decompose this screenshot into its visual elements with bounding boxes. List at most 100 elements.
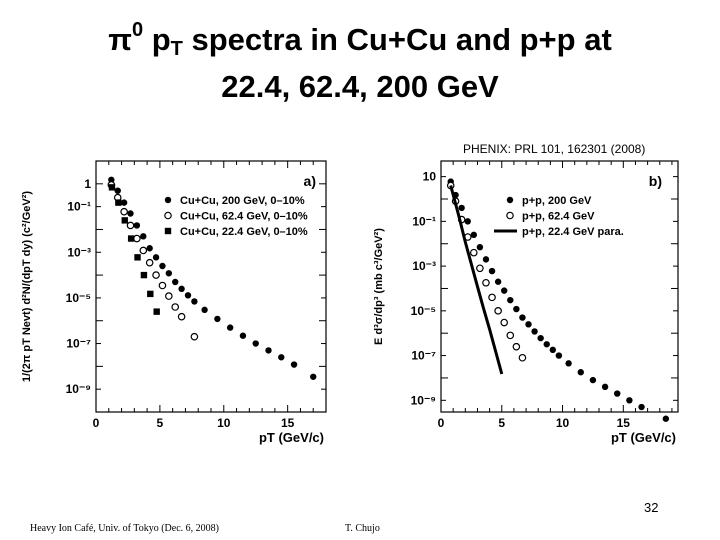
panel-b-series-1-point bbox=[500, 318, 509, 327]
panel-b-series-0-point bbox=[549, 346, 557, 354]
panel-b-ytick-label: 10⁻³ bbox=[412, 259, 436, 273]
panel-b-series-0-point bbox=[488, 267, 496, 275]
panel-a-series-2-point bbox=[121, 217, 128, 224]
panel-b-series-0-point bbox=[555, 352, 563, 359]
panel-a-series-0-point bbox=[127, 210, 134, 217]
panel-b-xtick-label: 5 bbox=[498, 416, 505, 430]
panel-a-ytick-label: 10⁻⁵ bbox=[66, 291, 91, 305]
panel-b-xtick-label: 0 bbox=[438, 416, 445, 430]
panel-b-series-0-point bbox=[525, 321, 532, 328]
panel-a-series-0-point bbox=[239, 332, 247, 339]
panel-b-series-1-point bbox=[482, 278, 490, 287]
panel-b-series-0-point bbox=[519, 314, 526, 321]
panel-a-xtick-label: 15 bbox=[281, 416, 295, 430]
panel-a-series-1-point bbox=[145, 258, 154, 267]
panel-b-series-0-point bbox=[537, 334, 544, 342]
panel-b-series-0-point bbox=[464, 218, 471, 225]
title-pi: π bbox=[108, 22, 132, 57]
panel-a-series-2-point bbox=[134, 254, 141, 261]
panel-a-series-0-point bbox=[108, 176, 115, 184]
panel-a-xlabel: pT (GeV/c) bbox=[259, 430, 324, 445]
panel-a-series-0-point bbox=[310, 373, 317, 380]
panel-b-legend-marker bbox=[506, 196, 514, 204]
panel-a-series-0-point bbox=[201, 306, 208, 314]
panel-b-series-0-point bbox=[470, 231, 478, 239]
panel-b-series-0-point bbox=[458, 204, 465, 212]
footer-venue: Heavy Ion Café, Univ. of Tokyo (Dec. 6, … bbox=[30, 523, 219, 534]
panel-a-series-0-point bbox=[290, 361, 298, 368]
panel-a-legend-marker bbox=[164, 227, 172, 235]
panel-b-series-1-point bbox=[494, 307, 502, 315]
panel-b-series-0-point bbox=[614, 390, 621, 397]
panel-b-series-0-point bbox=[626, 397, 633, 404]
panel-a-series-2-point bbox=[108, 184, 116, 191]
panel-b-series-1-point bbox=[470, 248, 478, 257]
panel-a-series-1-point bbox=[165, 292, 173, 300]
panel-a-series-0-point bbox=[152, 254, 160, 261]
slide-title: π0 pT spectra in Cu+Cu and p+p at 22.4, … bbox=[0, 12, 720, 105]
panel-a-series-0-point bbox=[172, 278, 179, 286]
panel-b-series-0-point bbox=[577, 369, 584, 376]
panel-a-series-0-point bbox=[252, 340, 259, 347]
panel-b-xtick-label: 15 bbox=[617, 416, 631, 430]
panel-a-legend-marker bbox=[164, 211, 172, 220]
title-line1-rest: spectra in Cu+Cu and p+p at bbox=[182, 22, 612, 57]
panel-a-series-1-point bbox=[139, 246, 148, 255]
panel-a-series-0-point bbox=[120, 199, 128, 206]
panel-b-label: b) bbox=[649, 173, 662, 189]
panel-b-series-0-point bbox=[662, 415, 670, 422]
panel-b-ytick-label: 10⁻⁵ bbox=[411, 304, 436, 318]
panel-b-series-1-point bbox=[488, 293, 496, 302]
panel-a-ytick-label: 10⁻¹ bbox=[67, 200, 91, 214]
slide-number: 32 bbox=[644, 500, 659, 515]
panel-a-legend-label: Cu+Cu, 22.4 GeV, 0–10% bbox=[180, 226, 308, 238]
panel-b-series-1-point bbox=[518, 353, 527, 362]
panel-a-series-2-point bbox=[127, 235, 135, 242]
panel-b-series-2-line bbox=[449, 185, 504, 375]
panel-b-series-0-point bbox=[482, 256, 490, 263]
panel-a-legend-label: Cu+Cu, 200 GeV, 0–10% bbox=[180, 195, 305, 207]
footer-author: T. Chujo bbox=[345, 523, 380, 534]
panel-a-legend-label: Cu+Cu, 62.4 GeV, 0–10% bbox=[180, 211, 308, 223]
panel-a-ytick-label: 10⁻⁹ bbox=[66, 382, 91, 396]
panel-a-series-0-point bbox=[214, 315, 221, 323]
panel-a-legend-marker bbox=[164, 196, 172, 204]
title-p: p bbox=[143, 22, 171, 57]
panel-a-label: a) bbox=[304, 173, 316, 189]
panel-a-ylabel: 1/(2π pT Nevt) d²N/(dpT dy) (c²/GeV²) bbox=[21, 191, 33, 382]
title-pi-superscript: 0 bbox=[131, 19, 144, 41]
panel-a-ytick-label: 10⁻³ bbox=[67, 245, 91, 259]
panel-b-series-0-point bbox=[543, 341, 550, 348]
panel-a-series-0-point bbox=[140, 233, 147, 240]
title-pt-subscript: T bbox=[170, 38, 183, 60]
panel-a-ytick-label: 1 bbox=[84, 177, 91, 191]
panel-b-ylabel: E d³σ/dp³ (mb c³/GeV²) bbox=[373, 228, 385, 345]
panel-b-series-0-point bbox=[513, 305, 520, 313]
panel-b-series-0-point bbox=[494, 278, 502, 285]
panel-a-series-1-point bbox=[126, 221, 135, 230]
panel-b-series-0-point bbox=[476, 243, 484, 251]
panel-a-series-0-point bbox=[133, 222, 141, 229]
citation: PHENIX: PRL 101, 162301 (2008) bbox=[463, 142, 646, 156]
panel-a-series-0-point bbox=[184, 292, 192, 299]
panel-a-series-0-point bbox=[114, 187, 121, 194]
panel-a-series-0-point bbox=[278, 354, 285, 361]
panel-b-legend-label: p+p, 200 GeV bbox=[522, 195, 592, 207]
panel-b-frame bbox=[440, 160, 679, 413]
panel-b-ytick-label: 10⁻¹ bbox=[412, 214, 436, 228]
panel-b-series-0-point bbox=[638, 403, 645, 411]
panel-b-series-0-point bbox=[507, 296, 514, 304]
title-line2: 22.4, 62.4, 200 GeV bbox=[221, 69, 499, 104]
panel-a-series-0-point bbox=[146, 245, 153, 252]
panel-b-series-0-point bbox=[531, 328, 538, 335]
panel-a-series-1-point bbox=[120, 207, 128, 216]
panel-a-xtick-label: 10 bbox=[217, 416, 231, 430]
panel-a-series-0-point bbox=[178, 285, 185, 293]
panel-a-series-0-point bbox=[165, 270, 173, 277]
panel-a-ytick-label: 10⁻⁷ bbox=[66, 337, 91, 351]
panel-b-legend-marker bbox=[506, 211, 514, 220]
panel-b-xlabel: pT (GeV/c) bbox=[611, 430, 676, 445]
panel-a-series-0-point bbox=[159, 262, 166, 270]
panel-b-ytick-label: 10⁻⁹ bbox=[411, 393, 436, 407]
